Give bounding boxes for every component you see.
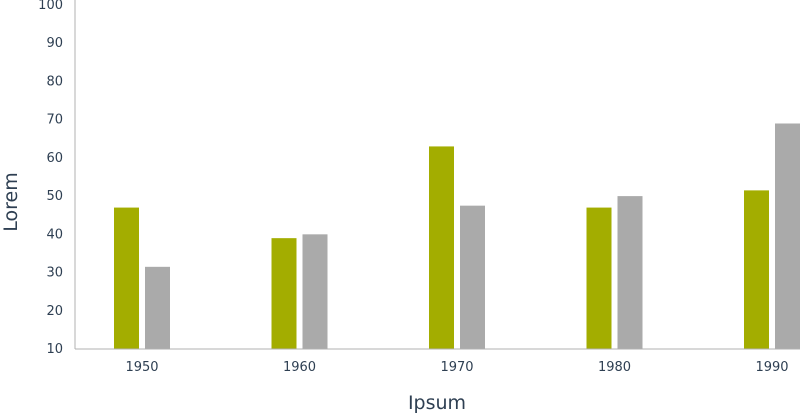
bar-1980-series-1 [586, 207, 612, 349]
bars [114, 123, 800, 349]
bar-1970-series-2 [460, 205, 485, 349]
y-tick-label: 90 [46, 36, 63, 51]
bar-1990-series-1 [744, 190, 769, 349]
y-tick-label: 10 [46, 342, 63, 357]
x-tick-label: 1970 [440, 360, 473, 375]
y-tick-label: 70 [46, 113, 63, 128]
y-tick-label: 60 [46, 151, 63, 166]
y-axis-ticks: 10 20 30 40 50 60 70 80 90 100 [38, 0, 63, 357]
x-tick-label: 1960 [283, 360, 316, 375]
bar-1970-series-1 [429, 146, 454, 349]
y-tick-label: 100 [38, 0, 63, 13]
x-tick-label: 1950 [125, 360, 158, 375]
y-tick-label: 80 [46, 74, 63, 89]
x-tick-label: 1980 [598, 360, 631, 375]
bar-1960-series-2 [302, 234, 328, 349]
y-tick-label: 20 [46, 304, 63, 319]
bar-1980-series-2 [617, 196, 643, 349]
y-axis-title: Lorem [0, 172, 22, 231]
bar-1950-series-1 [114, 207, 139, 349]
bar-1990-series-2 [775, 123, 800, 349]
bar-1960-series-1 [271, 238, 297, 349]
y-tick-label: 40 [46, 227, 63, 242]
y-tick-label: 30 [46, 266, 63, 281]
x-tick-label: 1990 [755, 360, 788, 375]
x-axis-ticks: 1950 1960 1970 1980 1990 [125, 360, 788, 375]
y-tick-label: 50 [46, 189, 63, 204]
x-axis-title: Ipsum [408, 392, 466, 414]
bar-1950-series-2 [145, 266, 170, 349]
